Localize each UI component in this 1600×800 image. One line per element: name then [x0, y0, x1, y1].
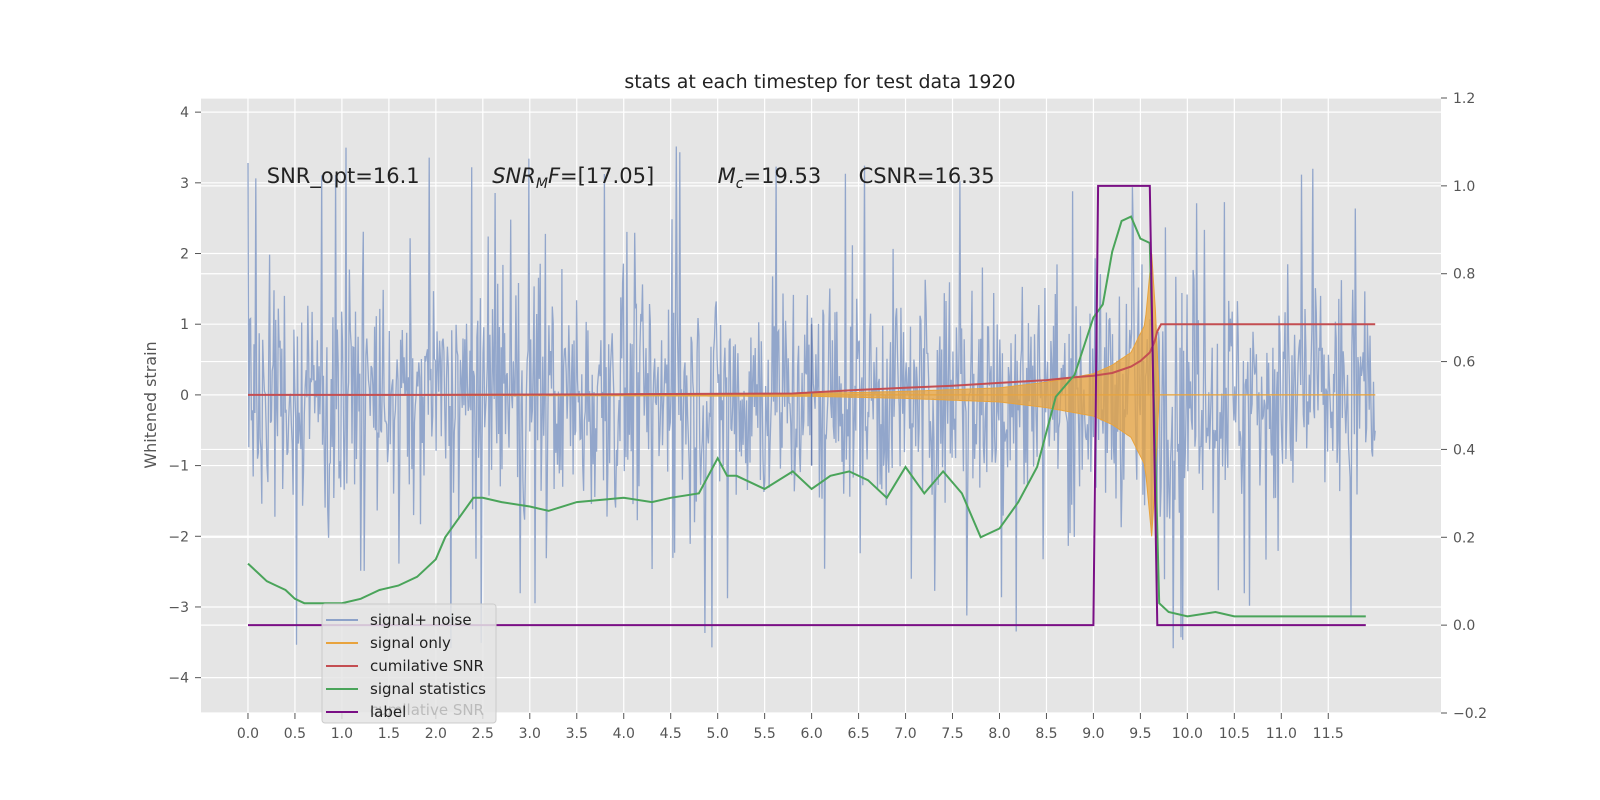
label-line [248, 184, 1366, 627]
annotation-rest: F=[17.05] [548, 164, 654, 188]
annotation: CSNR=16.35 [859, 164, 995, 188]
annotations: SNR_opt=16.1 SNRMF=[17.05] Mc=19.53 CSNR=16… [267, 164, 995, 192]
annotation-sub: c [736, 176, 744, 192]
y2-tick-label: 0.0 [1453, 618, 1475, 634]
legend-label: cumilative SNR [370, 657, 484, 675]
y-tick-label: 3 [180, 176, 189, 192]
series-signal-noise [247, 146, 1376, 649]
annotation-main: SNR [492, 164, 536, 188]
y-tick-label: −3 [168, 600, 189, 616]
annotation-rest: =19.53 [743, 164, 821, 188]
x-tick-label: 1.0 [331, 726, 353, 742]
y2-tick-label: 0.6 [1453, 355, 1475, 371]
y-tick-label: 2 [180, 247, 189, 263]
y-tick-label: 0 [180, 388, 189, 404]
legend-label: signal only [370, 634, 451, 652]
y-tick-label: 4 [180, 105, 189, 121]
x-tick-label: 3.5 [566, 726, 588, 742]
x-tick-label: 9.5 [1129, 726, 1151, 742]
x-tick-label: 0.0 [237, 726, 259, 742]
x-tick-label: 11.0 [1266, 726, 1297, 742]
annotation-rest-italic: F [548, 164, 561, 188]
y-tick-label: −1 [168, 459, 189, 475]
x-tick-label: 6.0 [800, 726, 822, 742]
x-tick-label: 4.0 [613, 726, 635, 742]
annotation: SNRMF=[17.05] [492, 164, 654, 192]
cumilative-snr-line [248, 323, 1376, 396]
y2-tick-label: 0.8 [1453, 267, 1475, 283]
legend-label: label [370, 703, 406, 721]
annotation-main: M [718, 164, 736, 188]
x-tick-label: 8.5 [1035, 726, 1057, 742]
x-tick-label: 5.5 [754, 726, 776, 742]
x-tick-label: 11.5 [1313, 726, 1344, 742]
x-tick-label: 7.5 [941, 726, 963, 742]
x-tick-label: 0.5 [284, 726, 306, 742]
x-tick-label: 9.0 [1082, 726, 1104, 742]
x-tick-label: 6.5 [847, 726, 869, 742]
x-tick-label: 4.5 [660, 726, 682, 742]
x-tick-label: 3.0 [519, 726, 541, 742]
x-tick-label: 8.0 [988, 726, 1010, 742]
y-tick-label: −4 [168, 671, 189, 687]
x-tick-label: 2.0 [425, 726, 447, 742]
y2-tick-label: 1.0 [1453, 179, 1475, 195]
chart-title: stats at each timestep for test data 192… [624, 71, 1015, 93]
y2-tick-label: 0.2 [1453, 530, 1475, 546]
legend-box [321, 603, 497, 724]
legend-ghost-text: cumilative SNR [370, 701, 484, 719]
signal-noise-line [247, 146, 1376, 649]
legend-label: signal+ noise [370, 611, 472, 629]
x-tick-label: 5.0 [707, 726, 729, 742]
y-tick-label: −2 [168, 529, 189, 545]
signal-statistics-line [247, 215, 1366, 618]
x-tick-label: 10.5 [1219, 726, 1250, 742]
x-tick-label: 7.0 [894, 726, 916, 742]
x-tick-label: 1.5 [378, 726, 400, 742]
y2-tick-label: 0.4 [1453, 442, 1475, 458]
annotation: Mc=19.53 [718, 164, 822, 192]
axes: 0.0 0.5 1.0 1.5 2.0 2.5 3.0 3.5 4.0 4.5 5.0 5.5 6.0 6… [168, 91, 1487, 742]
y2-tick-label: 1.2 [1453, 91, 1475, 107]
x-tick-label: 10.0 [1172, 726, 1203, 742]
x-tick-label: 2.5 [472, 726, 494, 742]
series-lines [247, 184, 1376, 627]
annotation-sub: M [536, 176, 548, 192]
legend-label: signal statistics [370, 680, 486, 698]
y2-tick-label: −0.2 [1453, 706, 1487, 722]
y-axis-label: Whitened strain [141, 341, 160, 468]
legend: cumilative SNR signal+ noise signal only cu… [321, 603, 497, 724]
annotation: SNR_opt=16.1 [267, 164, 420, 189]
y-tick-label: 1 [180, 317, 189, 333]
